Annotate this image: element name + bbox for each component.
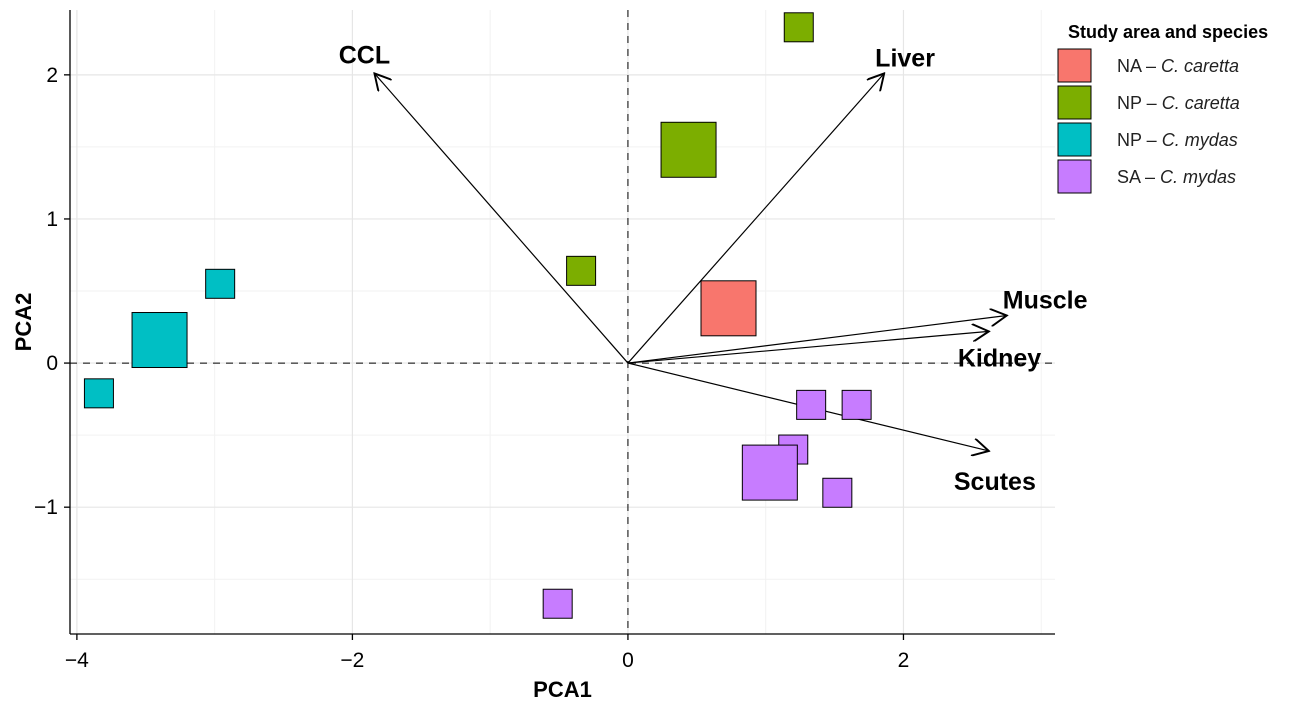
data-point-sa bbox=[542, 588, 573, 619]
data-point-np-cc bbox=[566, 255, 597, 286]
legend-title: Study area and species bbox=[1068, 22, 1268, 42]
loading-label-ccl: CCL bbox=[339, 41, 390, 69]
data-point-sa bbox=[841, 389, 872, 420]
data-point-sa bbox=[822, 477, 853, 508]
legend-label: SA – C. mydas bbox=[1117, 167, 1236, 187]
legend-label-species: C. mydas bbox=[1160, 167, 1236, 187]
data-point-np-cm bbox=[131, 312, 188, 369]
y-axis-title: PCA2 bbox=[11, 293, 36, 352]
data-point-na bbox=[700, 280, 757, 337]
legend-label: NA – C. caretta bbox=[1117, 56, 1239, 76]
loading-labels: CCL Liver Muscle Kidney Scutes bbox=[339, 41, 1088, 496]
data-point-np-cc bbox=[660, 121, 717, 178]
data-point-np-cm bbox=[205, 268, 236, 299]
legend-label-prefix: SA – bbox=[1117, 167, 1160, 187]
legend-label-species: C. mydas bbox=[1162, 130, 1238, 150]
data-points bbox=[83, 12, 872, 619]
y-tick-label: 1 bbox=[46, 208, 58, 231]
legend-key-np-cm bbox=[1057, 122, 1092, 157]
legend-label-prefix: NA – bbox=[1117, 56, 1161, 76]
loading-arrow-ccl bbox=[374, 73, 629, 364]
data-point-np-cc bbox=[783, 12, 814, 43]
x-tick-label: −2 bbox=[340, 649, 364, 672]
data-point-sa bbox=[741, 444, 798, 501]
loading-arrow-kidney bbox=[627, 331, 989, 364]
legend-label: NP – C. mydas bbox=[1117, 130, 1238, 150]
legend-label: NP – C. caretta bbox=[1117, 93, 1240, 113]
loading-label-muscle: Muscle bbox=[1003, 287, 1088, 315]
data-point-np-cm bbox=[83, 378, 114, 409]
data-point-sa bbox=[796, 389, 827, 420]
y-tick-label: 2 bbox=[46, 64, 58, 87]
loading-arrow-muscle bbox=[627, 316, 1007, 364]
axes: −4 −2 0 2 −1 0 1 2 PCA1 PCA2 bbox=[11, 10, 1055, 702]
y-tick-label: 0 bbox=[46, 352, 58, 375]
legend-key-na bbox=[1057, 48, 1092, 83]
loading-arrow-liver bbox=[627, 73, 884, 364]
x-tick-label: 0 bbox=[622, 649, 634, 672]
y-tick-label: −1 bbox=[34, 496, 58, 519]
x-tick-label: −4 bbox=[65, 649, 89, 672]
legend-label-prefix: NP – bbox=[1117, 93, 1162, 113]
grid bbox=[70, 10, 1055, 634]
legend-key-np-cc bbox=[1057, 85, 1092, 120]
loading-label-scutes: Scutes bbox=[954, 468, 1036, 496]
legend-label-species: C. caretta bbox=[1161, 56, 1239, 76]
legend-label-prefix: NP – bbox=[1117, 130, 1162, 150]
legend-label-species: C. caretta bbox=[1162, 93, 1240, 113]
x-axis-title: PCA1 bbox=[533, 677, 592, 702]
x-tick-label: 2 bbox=[898, 649, 910, 672]
zero-lines bbox=[70, 10, 1055, 634]
loading-label-liver: Liver bbox=[875, 44, 935, 72]
loading-label-kidney: Kidney bbox=[958, 344, 1041, 372]
legend-key-sa bbox=[1057, 159, 1092, 194]
